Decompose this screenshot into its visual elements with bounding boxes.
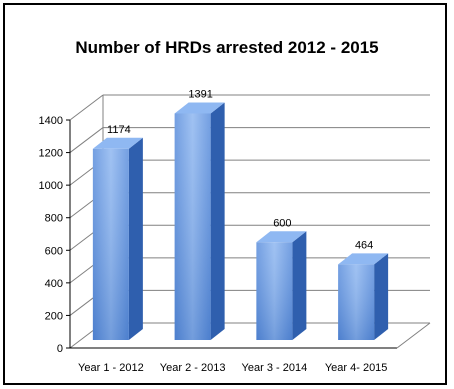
data-label: 464 bbox=[355, 239, 373, 251]
x-tick-label: Year 2 - 2013 bbox=[160, 362, 226, 374]
y-tick-label: 1400 bbox=[39, 115, 63, 127]
gridline-diag bbox=[69, 127, 104, 153]
y-tick-label: 800 bbox=[45, 213, 63, 225]
x-tick-label: Year 4- 2015 bbox=[325, 362, 388, 374]
x-tick-label: Year 1 - 2012 bbox=[78, 362, 144, 374]
bar-side bbox=[292, 231, 307, 340]
bar-shade bbox=[338, 264, 375, 340]
y-tick-label: 400 bbox=[45, 278, 63, 290]
bar: 1391 bbox=[174, 88, 225, 340]
y-tick-label: 0 bbox=[57, 343, 63, 355]
bar: 1174 bbox=[92, 124, 143, 340]
data-label: 1391 bbox=[188, 88, 212, 100]
floor-edge bbox=[396, 322, 431, 349]
data-label: 1174 bbox=[107, 124, 131, 136]
data-label: 600 bbox=[273, 217, 291, 229]
bar-side bbox=[128, 137, 143, 340]
x-axis: Year 1 - 2012 Year 2 - 2013 Year 3 - 2014 Y… bbox=[78, 362, 387, 374]
y-tick-label: 200 bbox=[45, 310, 63, 322]
bar-top bbox=[174, 102, 225, 114]
bars: 1174 1391 600 464 bbox=[92, 88, 389, 340]
bar-top bbox=[338, 253, 389, 265]
bar-top bbox=[92, 137, 143, 149]
y-tick-label: 1000 bbox=[39, 180, 63, 192]
bar-shade bbox=[256, 242, 293, 340]
bar-side bbox=[374, 253, 389, 340]
y-axis: 0 200 400 600 800 1000 1200 1400 bbox=[39, 115, 70, 355]
bar-shade bbox=[174, 113, 211, 340]
bar-shade bbox=[92, 148, 129, 340]
chart-title: Number of HRDs arrested 2012 - 2015 bbox=[75, 38, 378, 57]
gridline-diag bbox=[69, 94, 104, 121]
x-tick-label: Year 3 - 2014 bbox=[242, 362, 308, 374]
bar-top bbox=[256, 231, 307, 243]
bar: 464 bbox=[338, 239, 389, 340]
y-tick-label: 600 bbox=[45, 245, 63, 257]
bar-side bbox=[210, 102, 225, 340]
y-tick-label: 1200 bbox=[39, 148, 63, 160]
bar: 600 bbox=[256, 217, 307, 340]
